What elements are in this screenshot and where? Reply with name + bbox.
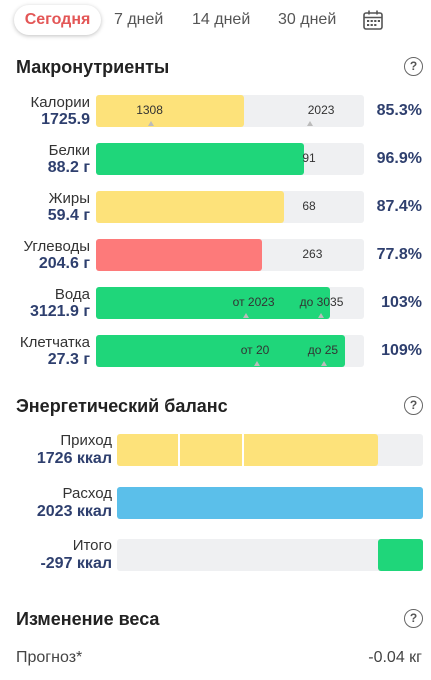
macro-progress-fill (96, 143, 304, 175)
macro-amount: 3121.9 г (29, 303, 90, 320)
target-label: от 20 (240, 343, 270, 357)
energy-amount: 1726 ккал (36, 450, 112, 467)
energy-progress-bar (117, 434, 423, 466)
meal-separator (178, 434, 181, 466)
macro-name: Углеводы (23, 238, 90, 255)
macro-row: Клетчатка 27.3 г от 20 до 25 109% (0, 334, 431, 374)
energy-amount: -297 ккал (40, 555, 112, 572)
forecast-value: -0.04 кг (368, 649, 422, 666)
target-marker (306, 121, 313, 126)
help-circle-icon[interactable]: ? (404, 57, 423, 76)
macro-percent: 87.4% (376, 198, 422, 215)
macro-amount: 1725.9 (41, 111, 90, 128)
energy-amount: 2023 ккал (36, 503, 112, 520)
macro-row: Жиры 59.4 г 68 87.4% (0, 190, 431, 230)
energy-name: Итого (72, 537, 112, 554)
macro-progress-fill (96, 239, 263, 271)
energy-row: Расход 2023 ккал (0, 485, 431, 521)
target-label: от 2023 (232, 295, 275, 309)
macro-name: Калории (30, 94, 90, 111)
target-marker (318, 313, 325, 318)
tab-today[interactable]: Сегодня (14, 5, 101, 35)
macro-name: Клетчатка (19, 334, 90, 351)
macro-progress-bar: от 2023 до 3035 (96, 287, 364, 319)
energy-row: Приход 1726 ккал (0, 432, 431, 468)
macro-name: Вода (54, 286, 90, 303)
target-marker (147, 121, 154, 126)
energy-progress-fill (117, 434, 379, 466)
macro-row: Вода 3121.9 г от 2023 до 3035 103% (0, 286, 431, 326)
energy-progress-fill (378, 539, 423, 571)
target-marker (243, 313, 250, 318)
energy-row: Итого -297 ккал (0, 537, 431, 573)
target-marker (253, 361, 260, 366)
macro-progress-fill (96, 287, 330, 319)
macro-row: Углеводы 204.6 г 263 77.8% (0, 238, 431, 278)
tab-30-days[interactable]: 30 дней (278, 11, 337, 28)
macro-amount: 27.3 г (47, 351, 90, 368)
energy-progress-bar (117, 487, 423, 519)
energy-title: Энергетический баланс (16, 396, 228, 416)
target-label: до 25 (307, 343, 339, 357)
target-label: до 3035 (299, 295, 344, 309)
macro-amount: 88.2 г (47, 159, 90, 176)
help-circle-icon[interactable]: ? (404, 609, 423, 628)
macro-amount: 204.6 г (38, 255, 90, 272)
tab-7-days[interactable]: 7 дней (114, 11, 164, 28)
help-circle-icon[interactable]: ? (404, 396, 423, 415)
macro-progress-bar: 91 (96, 143, 364, 175)
weight-title: Изменение веса (16, 609, 160, 629)
macro-percent: 103% (381, 294, 422, 311)
tab-14-days[interactable]: 14 дней (192, 11, 251, 28)
macro-progress-bar: 68 (96, 191, 364, 223)
calendar-icon[interactable] (362, 9, 384, 31)
target-label: 1308 (136, 103, 163, 117)
target-label: 68 (302, 199, 316, 213)
macro-name: Белки (48, 142, 90, 159)
macro-row: Калории 1725.9 1308 2023 85.3% (0, 94, 431, 134)
target-marker (320, 361, 327, 366)
macro-progress-fill (96, 191, 284, 223)
macro-progress-bar: 1308 2023 (96, 95, 364, 127)
macro-progress-bar: 263 (96, 239, 364, 271)
target-label: 2023 (307, 103, 335, 117)
energy-progress-bar (117, 539, 423, 571)
energy-progress-fill (117, 487, 423, 519)
forecast-label: Прогноз* (16, 649, 83, 666)
macro-progress-bar: от 20 до 25 (96, 335, 364, 367)
period-tabs: Сегодня 7 дней 14 дней 30 дней (0, 0, 431, 40)
macro-percent: 96.9% (376, 150, 422, 167)
macro-percent: 85.3% (376, 102, 422, 119)
target-label: 263 (302, 247, 323, 261)
macro-progress-fill (96, 95, 244, 127)
macros-title: Макронутриенты (16, 57, 170, 77)
macro-progress-fill (96, 335, 346, 367)
macro-name: Жиры (48, 190, 90, 207)
macro-percent: 77.8% (376, 246, 422, 263)
macro-percent: 109% (381, 342, 422, 359)
meal-separator (242, 434, 245, 466)
target-label: 91 (302, 151, 316, 165)
energy-name: Приход (60, 432, 112, 449)
macro-row: Белки 88.2 г 91 96.9% (0, 142, 431, 182)
energy-name: Расход (62, 485, 112, 502)
macro-amount: 59.4 г (47, 207, 90, 224)
